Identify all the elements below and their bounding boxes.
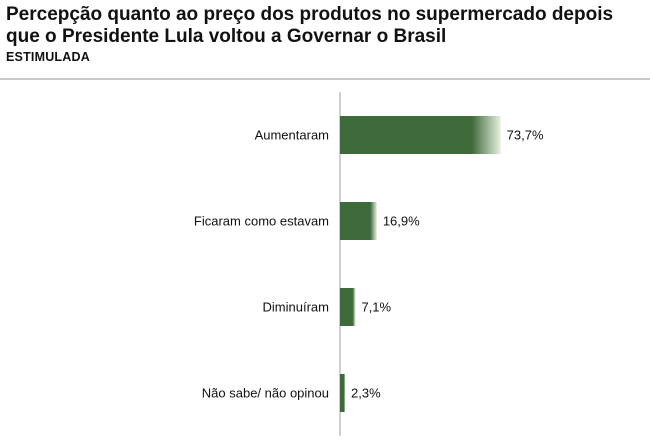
category-label-0: Aumentaram <box>255 128 329 143</box>
value-label-1: 16,9% <box>383 214 420 229</box>
bar-3 <box>340 374 346 412</box>
category-label-3: Não sabe/ não opinou <box>202 386 329 401</box>
chart-title: Percepção quanto ao preço dos produtos n… <box>6 4 614 47</box>
chart-subtitle: ESTIMULADA <box>6 50 90 64</box>
header-divider <box>0 78 650 80</box>
value-label-2: 7,1% <box>361 300 391 315</box>
category-label-1: Ficaram como estavam <box>194 214 329 229</box>
bar-1 <box>340 202 377 240</box>
bar-2 <box>340 288 356 326</box>
value-label-3: 2,3% <box>351 386 381 401</box>
category-label-2: Diminuíram <box>263 300 329 315</box>
value-label-0: 73,7% <box>507 128 544 143</box>
bar-0 <box>340 116 501 154</box>
bars-group: Aumentaram 73,7% Ficaram como estavam 16,9%… <box>194 116 544 412</box>
